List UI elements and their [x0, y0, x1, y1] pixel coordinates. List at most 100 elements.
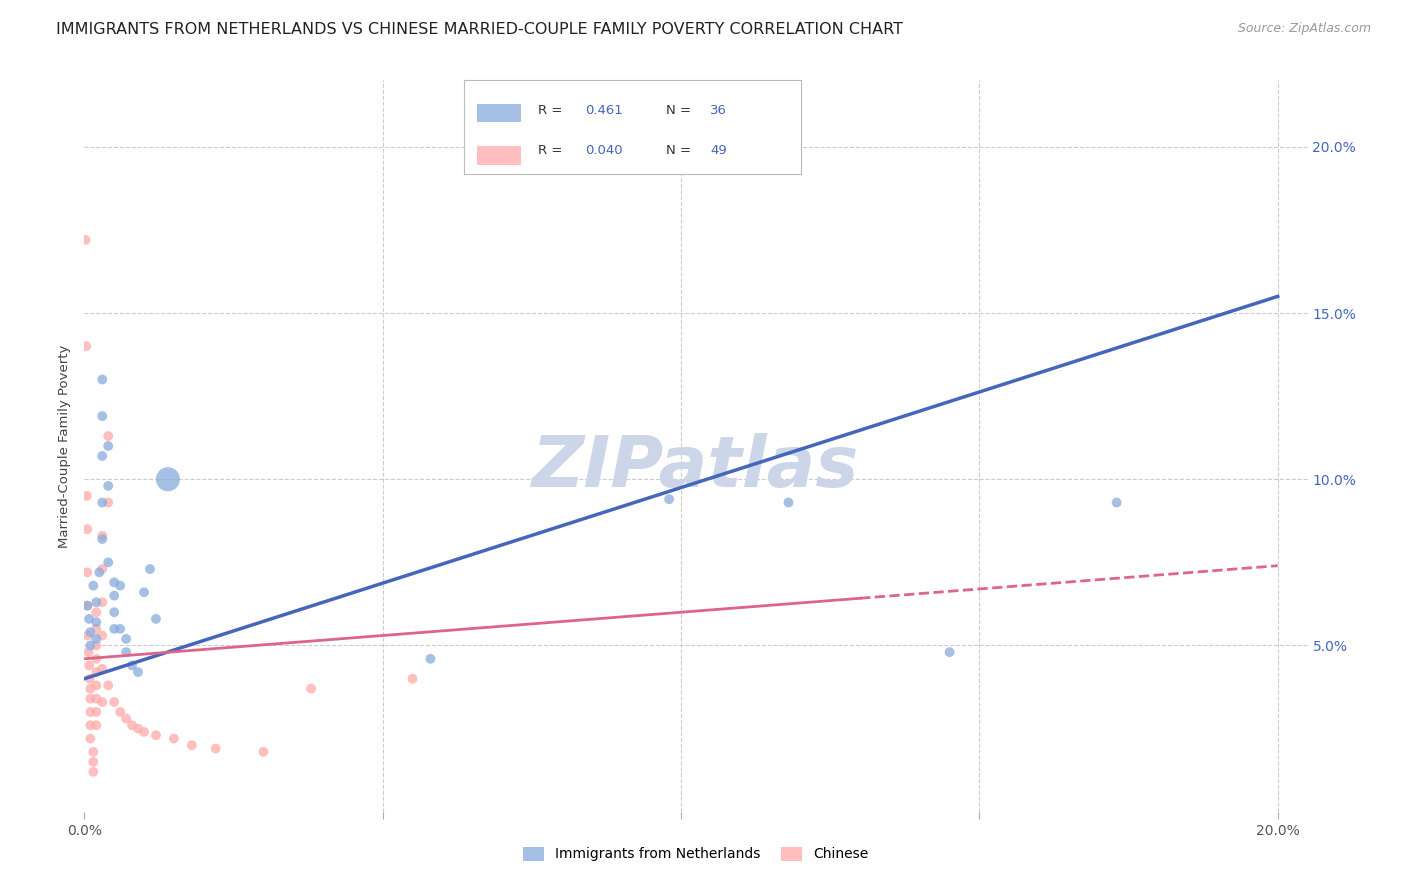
Point — [91, 529, 114, 543]
Point — [76, 522, 98, 536]
Point — [419, 652, 441, 666]
Point — [204, 741, 226, 756]
Point — [115, 712, 138, 726]
Point — [84, 652, 107, 666]
Text: 0.461: 0.461 — [585, 103, 623, 117]
Point — [84, 632, 107, 646]
Legend: Immigrants from Netherlands, Chinese: Immigrants from Netherlands, Chinese — [517, 841, 875, 867]
Point — [108, 579, 131, 593]
Point — [79, 681, 101, 696]
Point — [84, 691, 107, 706]
Point — [108, 622, 131, 636]
Point — [91, 628, 114, 642]
Point — [84, 639, 107, 653]
Point — [91, 695, 114, 709]
Text: 0.040: 0.040 — [585, 144, 623, 157]
Text: R =: R = — [538, 103, 562, 117]
Point — [938, 645, 960, 659]
Point — [1105, 495, 1128, 509]
Y-axis label: Married-Couple Family Poverty: Married-Couple Family Poverty — [58, 344, 72, 548]
Point — [76, 489, 98, 503]
Point — [97, 479, 120, 493]
Point — [76, 599, 98, 613]
Point — [97, 439, 120, 453]
Point — [77, 645, 100, 659]
Point — [79, 691, 101, 706]
Point — [79, 731, 101, 746]
Point — [115, 632, 138, 646]
Point — [103, 622, 125, 636]
Point — [401, 672, 423, 686]
Point — [82, 755, 104, 769]
Point — [115, 645, 138, 659]
Point — [76, 599, 98, 613]
Point — [91, 532, 114, 546]
Point — [97, 429, 120, 443]
Point — [145, 612, 167, 626]
Text: ZIPatlas: ZIPatlas — [533, 434, 859, 502]
Point — [84, 678, 107, 692]
Bar — [478, 103, 522, 122]
Point — [91, 409, 114, 423]
Point — [121, 658, 143, 673]
Point — [180, 738, 202, 752]
Point — [252, 745, 274, 759]
Text: N =: N = — [666, 103, 692, 117]
Point — [84, 615, 107, 630]
Point — [84, 605, 107, 619]
Point — [132, 585, 155, 599]
Point — [103, 605, 125, 619]
Point — [163, 731, 186, 746]
Point — [91, 495, 114, 509]
Text: N =: N = — [666, 144, 692, 157]
Point — [121, 718, 143, 732]
Point — [127, 665, 149, 679]
Point — [79, 625, 101, 640]
Text: 36: 36 — [710, 103, 727, 117]
Text: R =: R = — [538, 144, 562, 157]
Point — [91, 662, 114, 676]
Point — [91, 372, 114, 386]
Point — [77, 612, 100, 626]
Point — [84, 622, 107, 636]
Point — [84, 705, 107, 719]
Point — [108, 705, 131, 719]
Point — [132, 725, 155, 739]
Point — [145, 728, 167, 742]
Point — [91, 449, 114, 463]
Point — [82, 745, 104, 759]
Point — [97, 555, 120, 569]
Point — [103, 575, 125, 590]
Point — [79, 705, 101, 719]
Point — [97, 495, 120, 509]
Point — [299, 681, 322, 696]
Point — [79, 672, 101, 686]
Bar — [478, 145, 522, 164]
Text: IMMIGRANTS FROM NETHERLANDS VS CHINESE MARRIED-COUPLE FAMILY POVERTY CORRELATION: IMMIGRANTS FROM NETHERLANDS VS CHINESE M… — [56, 22, 903, 37]
Point — [778, 495, 800, 509]
Point — [91, 562, 114, 576]
Point — [84, 718, 107, 732]
Point — [82, 764, 104, 779]
Point — [76, 566, 98, 580]
Point — [103, 589, 125, 603]
Point — [89, 566, 111, 580]
Point — [75, 233, 97, 247]
Point — [97, 678, 120, 692]
Point — [127, 722, 149, 736]
Text: 49: 49 — [710, 144, 727, 157]
Point — [84, 595, 107, 609]
Text: Source: ZipAtlas.com: Source: ZipAtlas.com — [1237, 22, 1371, 36]
Point — [82, 579, 104, 593]
Point — [84, 665, 107, 679]
Point — [75, 339, 97, 353]
Point — [77, 658, 100, 673]
Point — [103, 695, 125, 709]
Point — [79, 718, 101, 732]
Point — [658, 492, 681, 507]
Point — [91, 595, 114, 609]
Point — [79, 639, 101, 653]
Point — [156, 472, 179, 486]
Point — [139, 562, 162, 576]
Point — [77, 628, 100, 642]
